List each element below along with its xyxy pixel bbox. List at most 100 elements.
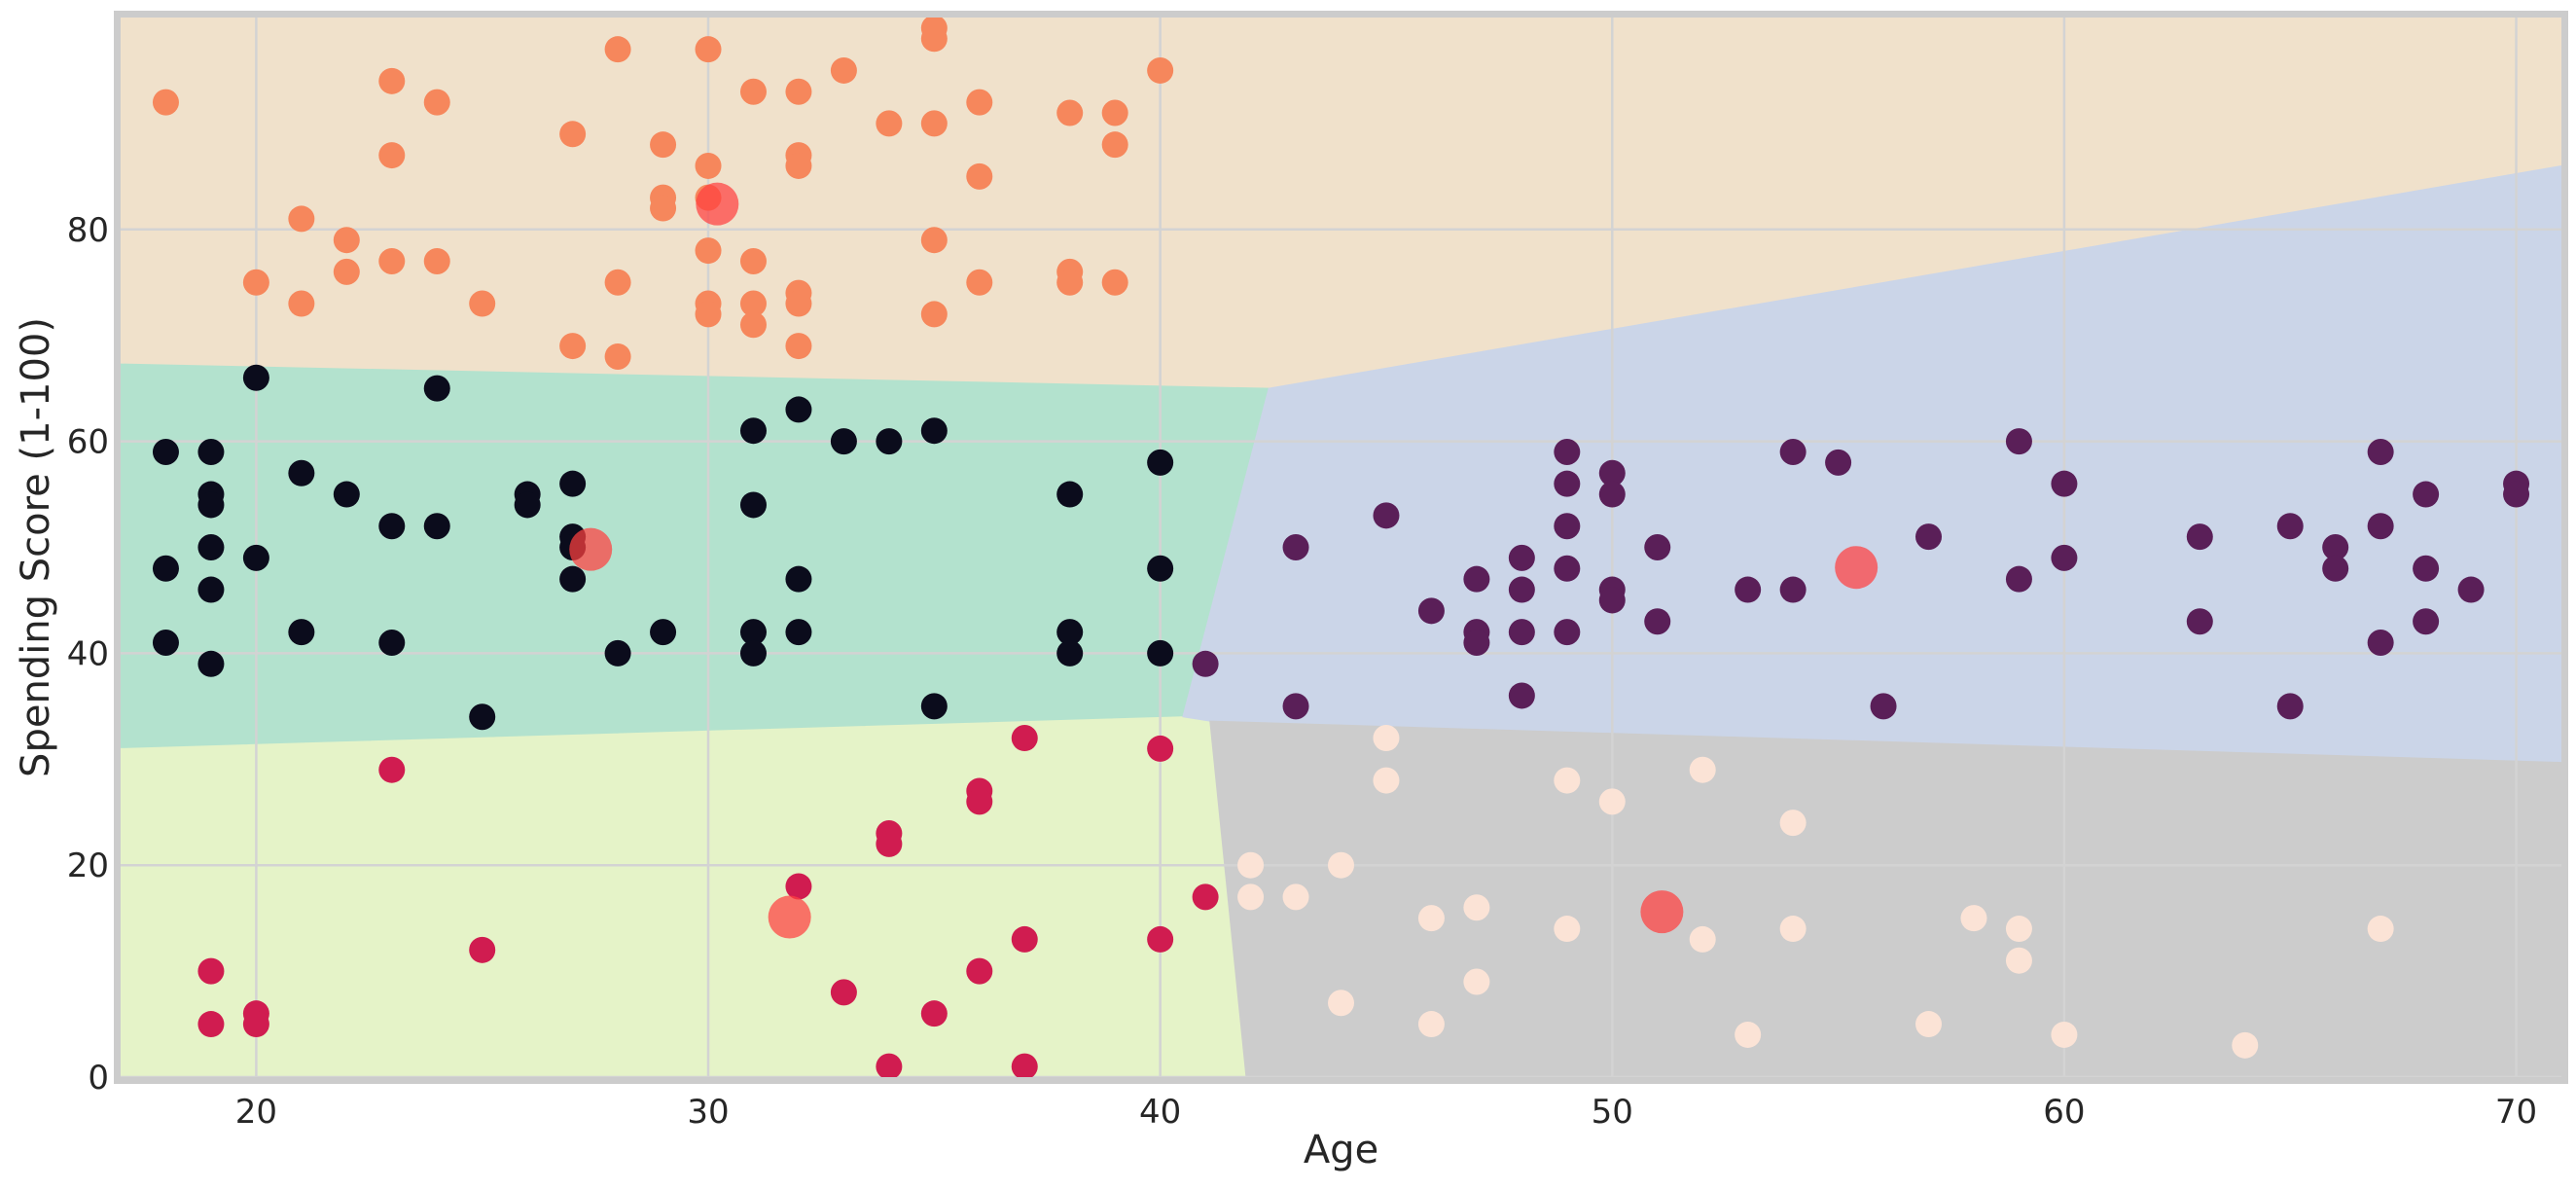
data-point-cluster-3 <box>469 936 496 963</box>
data-point-cluster-1 <box>423 247 450 274</box>
centroid-marker <box>1640 890 1684 934</box>
data-point-cluster-3 <box>1147 925 1174 953</box>
x-tick-label: 50 <box>1592 1093 1633 1132</box>
data-point-cluster-4 <box>1508 544 1535 571</box>
data-point-cluster-2 <box>242 364 269 391</box>
data-point-cluster-1 <box>1101 131 1128 159</box>
data-point-cluster-1 <box>604 269 631 296</box>
data-point-cluster-4 <box>2367 630 2394 657</box>
data-point-cluster-2 <box>197 438 225 465</box>
data-point-cluster-4 <box>1598 481 1626 508</box>
data-point-cluster-2 <box>739 417 767 445</box>
data-point-cluster-5 <box>1735 1021 1762 1048</box>
y-tick-label: 40 <box>67 634 109 673</box>
data-point-cluster-4 <box>1644 534 1671 560</box>
data-point-cluster-4 <box>2413 555 2440 582</box>
centroid-marker <box>569 527 613 571</box>
data-point-cluster-2 <box>604 639 631 667</box>
data-point-cluster-1 <box>966 89 993 116</box>
data-point-cluster-5 <box>1328 851 1354 879</box>
data-point-cluster-4 <box>1508 576 1535 603</box>
data-point-cluster-2 <box>785 619 812 646</box>
data-point-cluster-1 <box>559 333 587 360</box>
data-point-cluster-1 <box>920 25 948 53</box>
y-tick-label: 0 <box>88 1059 109 1098</box>
region-low-old <box>1209 720 2562 1078</box>
data-point-cluster-4 <box>1825 449 1852 476</box>
data-point-cluster-1 <box>1147 56 1174 84</box>
data-point-cluster-2 <box>197 576 225 603</box>
y-tick-label: 60 <box>67 423 109 462</box>
data-point-cluster-5 <box>1915 1011 1943 1038</box>
data-point-cluster-5 <box>2367 916 2394 943</box>
decision-regions <box>120 17 2562 1078</box>
data-point-cluster-5 <box>1237 883 1265 911</box>
data-point-cluster-3 <box>1192 883 1219 911</box>
data-point-cluster-5 <box>1417 905 1445 932</box>
data-point-cluster-4 <box>2051 544 2078 571</box>
x-tick-label: 60 <box>2043 1093 2085 1132</box>
data-point-cluster-4 <box>2276 513 2304 540</box>
data-point-cluster-5 <box>1598 788 1626 815</box>
data-point-cluster-1 <box>1101 269 1128 296</box>
data-point-cluster-1 <box>559 121 587 148</box>
data-point-cluster-1 <box>604 36 631 63</box>
centroid-marker <box>768 895 811 939</box>
data-point-cluster-1 <box>920 227 948 254</box>
data-point-cluster-1 <box>469 290 496 317</box>
data-point-cluster-5 <box>1373 767 1400 794</box>
data-point-cluster-1 <box>1101 99 1128 126</box>
data-point-cluster-2 <box>830 428 857 455</box>
data-point-cluster-2 <box>739 491 767 519</box>
data-point-cluster-4 <box>2457 576 2485 603</box>
data-point-cluster-1 <box>830 56 857 84</box>
data-point-cluster-2 <box>920 693 948 720</box>
data-point-cluster-1 <box>695 36 722 63</box>
data-point-cluster-4 <box>2322 555 2349 582</box>
data-point-cluster-5 <box>1960 905 1987 932</box>
data-point-cluster-3 <box>1011 925 1038 953</box>
data-point-cluster-3 <box>1011 725 1038 752</box>
data-point-cluster-1 <box>242 269 269 296</box>
data-point-cluster-5 <box>1282 883 1309 911</box>
data-point-cluster-1 <box>288 290 315 317</box>
data-point-cluster-5 <box>1554 767 1581 794</box>
data-point-cluster-2 <box>785 565 812 593</box>
data-point-cluster-2 <box>242 544 269 571</box>
plot-frame <box>114 11 2568 1084</box>
data-point-cluster-1 <box>1056 269 1084 296</box>
data-point-cluster-3 <box>785 873 812 900</box>
data-point-cluster-2 <box>739 619 767 646</box>
data-point-cluster-1 <box>739 290 767 317</box>
data-point-cluster-1 <box>695 301 722 328</box>
data-point-cluster-4 <box>1192 650 1219 677</box>
data-point-cluster-2 <box>1147 449 1174 476</box>
data-point-cluster-3 <box>876 1053 903 1080</box>
x-tick-label: 30 <box>687 1093 729 1132</box>
data-point-cluster-4 <box>1870 693 1897 720</box>
data-point-cluster-3 <box>966 788 993 815</box>
data-point-cluster-1 <box>920 110 948 137</box>
data-point-cluster-3 <box>830 979 857 1006</box>
data-point-cluster-2 <box>288 619 315 646</box>
data-point-cluster-2 <box>469 703 496 731</box>
data-point-cluster-4 <box>1282 534 1309 560</box>
data-point-cluster-2 <box>333 481 360 508</box>
data-point-cluster-3 <box>876 830 903 857</box>
data-point-cluster-2 <box>876 428 903 455</box>
data-point-cluster-4 <box>2367 513 2394 540</box>
data-point-cluster-4 <box>2186 608 2213 635</box>
data-point-cluster-4 <box>1282 693 1309 720</box>
y-axis-label: Spending Score (1-100) <box>14 317 58 777</box>
data-point-cluster-4 <box>1508 682 1535 709</box>
data-point-cluster-2 <box>1056 619 1084 646</box>
data-point-cluster-3 <box>966 957 993 985</box>
data-point-cluster-5 <box>2005 947 2032 974</box>
data-point-cluster-2 <box>152 630 179 657</box>
data-point-cluster-1 <box>876 110 903 137</box>
data-point-cluster-1 <box>785 290 812 317</box>
data-point-cluster-1 <box>378 142 406 169</box>
data-points <box>152 15 2530 1080</box>
data-point-cluster-5 <box>1463 894 1490 921</box>
